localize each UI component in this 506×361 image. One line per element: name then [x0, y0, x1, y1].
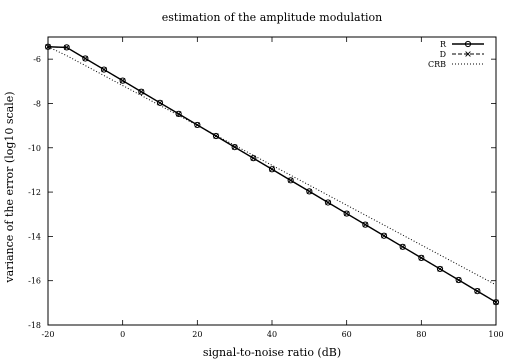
data-point-r — [306, 188, 313, 195]
y-tick-label: -12 — [28, 188, 41, 197]
y-tick-label: -14 — [28, 232, 41, 241]
legend-label-r: R — [440, 40, 447, 49]
data-point-d — [381, 233, 387, 239]
plot-border — [47, 36, 497, 326]
data-point-r — [474, 288, 481, 295]
data-point-d — [157, 100, 163, 106]
axis-ticks: -20 0 20 40 60 80 100 -18 -16 -14 -12 -10 -8 -6 — [28, 37, 504, 339]
series-layer — [44, 43, 500, 306]
data-point-d — [231, 144, 238, 150]
data-point-r — [492, 299, 500, 306]
data-point-r — [138, 88, 145, 95]
data-point-r — [324, 199, 332, 206]
plot-frame — [47, 36, 497, 326]
data-point-d — [325, 199, 331, 206]
x-tick-label: 20 — [192, 330, 202, 339]
data-point-d — [418, 255, 425, 261]
data-point-d — [287, 177, 294, 184]
data-point-r — [100, 66, 108, 73]
data-point-d — [138, 89, 145, 95]
data-point-r — [82, 55, 89, 62]
data-point-d — [306, 188, 313, 195]
data-point-r — [231, 144, 238, 151]
data-point-d — [455, 277, 462, 283]
data-point-d — [213, 133, 219, 139]
data-point-r — [63, 44, 70, 51]
data-point-r — [194, 121, 201, 129]
data-point-r — [455, 276, 462, 284]
data-point-d — [82, 55, 89, 62]
y-tick-label: -6 — [33, 55, 41, 64]
data-point-d — [45, 44, 51, 50]
legend-label-crb: CRB — [428, 60, 446, 69]
y-tick-label: -18 — [28, 321, 41, 330]
data-point-r — [119, 77, 126, 84]
y-tick-label: -8 — [33, 99, 41, 108]
data-point-d — [362, 221, 369, 228]
data-point-d — [119, 77, 126, 84]
data-point-d — [101, 66, 107, 73]
x-tick-label: 100 — [488, 330, 503, 339]
data-point-d — [269, 166, 275, 172]
series-line-crb — [47, 46, 497, 286]
x-tick-label: -20 — [42, 330, 55, 339]
data-point-d — [175, 111, 182, 117]
data-point-r — [268, 166, 276, 173]
data-point-d — [437, 266, 443, 272]
data-point-r — [212, 132, 220, 140]
x-tick-label: 0 — [120, 330, 125, 339]
legend-marker-d — [465, 51, 471, 57]
data-point-d — [63, 44, 70, 51]
series-line-r — [47, 46, 497, 303]
legend-label-d: D — [440, 50, 446, 59]
x-tick-label: 60 — [342, 330, 352, 339]
data-point-r — [418, 254, 425, 261]
chart-title: estimation of the amplitude modulation — [162, 11, 382, 24]
data-point-r — [380, 232, 388, 239]
x-axis-label: signal-to-noise ratio (dB) — [203, 346, 341, 359]
y-tick-label: -10 — [28, 144, 41, 153]
data-point-r — [343, 210, 350, 217]
series-line-d — [47, 46, 497, 303]
data-point-r — [250, 155, 257, 162]
y-axis-label: variance of the error (log10 scale) — [3, 91, 16, 283]
data-point-r — [399, 243, 406, 250]
data-point-d — [343, 210, 350, 217]
legend-marker-r — [464, 40, 472, 48]
x-tick-label: 80 — [416, 330, 426, 339]
data-point-d — [399, 244, 406, 250]
data-point-r — [287, 177, 294, 184]
y-tick-label: -16 — [28, 277, 41, 286]
x-tick-label: 40 — [267, 330, 277, 339]
data-point-d — [493, 299, 499, 305]
data-point-r — [436, 265, 444, 273]
data-point-r — [362, 221, 369, 228]
data-point-d — [474, 288, 481, 294]
